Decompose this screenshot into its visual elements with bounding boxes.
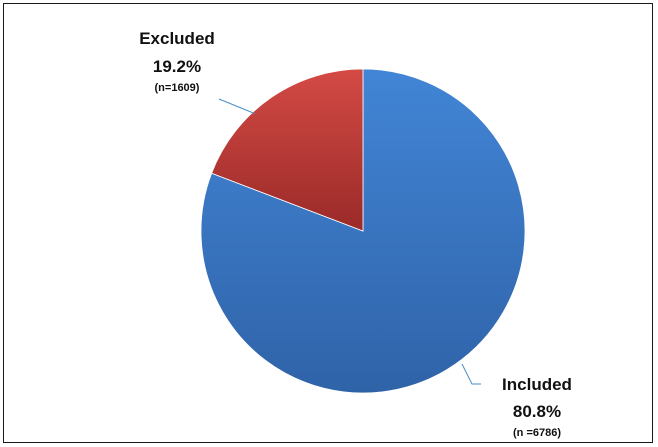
- slice-percent-included: 80.8%: [513, 402, 561, 421]
- slice-label-excluded: Excluded: [139, 29, 215, 48]
- chart-frame: Excluded 19.2% (n=1609) Included 80.8% (…: [3, 3, 653, 443]
- leader-line-excluded: [218, 98, 255, 114]
- slice-count-excluded: (n=1609): [155, 82, 200, 94]
- pie-chart: Excluded 19.2% (n=1609) Included 80.8% (…: [139, 29, 572, 439]
- slice-percent-excluded: 19.2%: [153, 57, 201, 76]
- slice-label-included: Included: [502, 375, 572, 394]
- label-excluded: Excluded 19.2% (n=1609): [139, 29, 215, 94]
- leader-line-included: [461, 363, 481, 385]
- pie-slice-excluded: [211, 68, 364, 232]
- label-included: Included 80.8% (n =6786): [502, 375, 572, 439]
- slice-count-included: (n =6786): [513, 427, 561, 439]
